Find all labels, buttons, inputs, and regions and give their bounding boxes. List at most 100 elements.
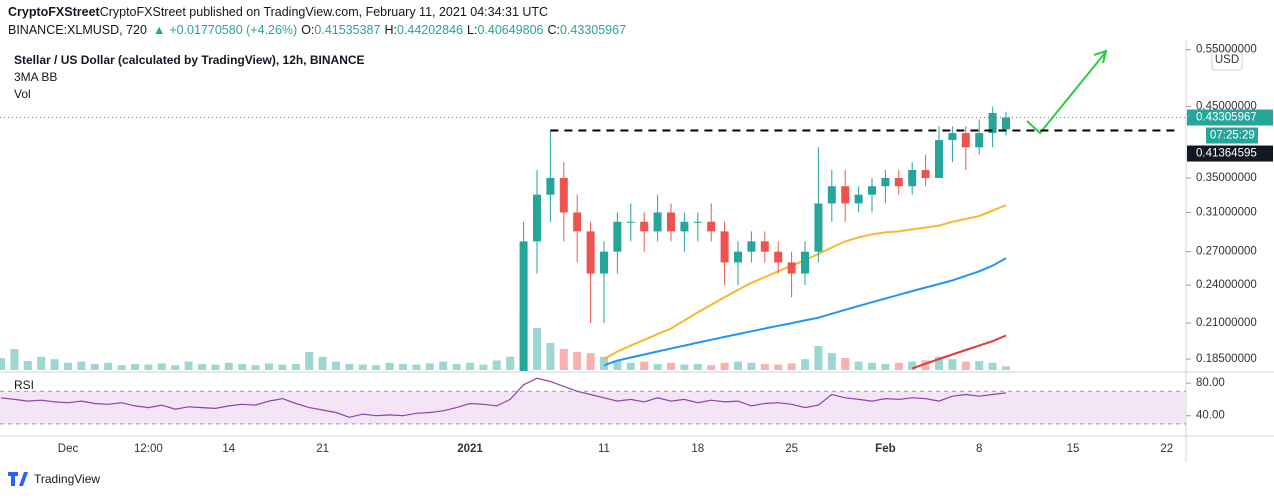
level-box <box>1187 145 1273 162</box>
x-tick-label: 25 <box>785 443 798 455</box>
candle-body <box>935 140 943 178</box>
candle-body <box>787 262 796 274</box>
volume-bar <box>332 361 340 370</box>
currency[interactable]: USD <box>1215 54 1239 66</box>
volume-bar <box>358 364 367 370</box>
volume-bar <box>198 364 206 370</box>
volume-bar <box>975 361 984 370</box>
volume-bar <box>157 363 166 370</box>
candle-body <box>948 133 957 141</box>
candle-body <box>586 231 595 274</box>
volume-bar <box>412 364 421 370</box>
footer-logo <box>8 472 28 486</box>
volume-bar <box>238 364 247 370</box>
candle-body <box>747 241 756 252</box>
volume-bar <box>479 364 488 370</box>
published: CryptoFXStreet published on TradingView.… <box>100 5 548 19</box>
volume-bar <box>184 361 193 370</box>
volume-bar <box>961 361 970 370</box>
y-tick-label: 0.31000000 <box>1196 206 1257 218</box>
volume-bar <box>935 356 943 370</box>
rsi-line <box>0 377 1007 418</box>
volume-bar <box>278 364 287 370</box>
volume-bar <box>452 364 461 370</box>
volume-bar <box>533 328 541 370</box>
volume-bar <box>251 365 260 370</box>
volume-bar <box>546 343 555 370</box>
volume-bar <box>0 358 5 370</box>
candle-body <box>720 231 729 263</box>
candle-body <box>519 241 528 371</box>
annotation-arrow <box>1026 52 1106 135</box>
volume-bar <box>399 364 407 370</box>
volume-bar <box>787 363 796 370</box>
volume-bar <box>693 364 702 370</box>
candle-body <box>707 221 716 232</box>
volume-bar <box>827 353 836 370</box>
volume-bar <box>626 362 635 370</box>
candle-body <box>854 194 863 204</box>
volume-bar <box>117 365 126 370</box>
volume-bar <box>64 362 72 370</box>
x-tick-label: Dec <box>58 443 79 455</box>
candle-body <box>975 133 984 148</box>
volume-bar <box>211 364 220 370</box>
volume-bar <box>707 365 716 370</box>
ohlc-label: L: <box>467 23 477 37</box>
indicator-label: Vol <box>14 87 31 101</box>
volume-bar <box>841 358 850 370</box>
volume-bar <box>131 364 139 370</box>
indicator-label: 3MA BB <box>14 70 57 84</box>
x-tick-label: 8 <box>976 443 982 455</box>
author: CryptoFXStreet <box>8 5 101 19</box>
volume-bar <box>372 365 381 370</box>
candle-body <box>533 194 541 242</box>
volume-bar <box>921 360 930 370</box>
volume-bar <box>881 364 890 370</box>
change-icon: ▲ <box>153 23 165 37</box>
volume-bar <box>506 356 515 370</box>
rsi-title: RSI <box>14 378 34 392</box>
candle-body <box>894 177 903 187</box>
rsi-band <box>0 391 1186 424</box>
symbol: BINANCE:XLMUSD, 720 <box>8 23 147 37</box>
candle-body <box>1002 117 1010 130</box>
footer-brand: TradingView <box>34 472 100 486</box>
volume-bar <box>734 361 742 370</box>
candle-body <box>667 212 675 232</box>
y-tick-label: 0.18500000 <box>1196 353 1257 365</box>
volume-bar <box>613 361 622 370</box>
moving-average <box>911 334 1007 370</box>
volume-bar <box>680 364 689 370</box>
y-tick-label: 0.24000000 <box>1196 279 1257 291</box>
volume-bar <box>868 362 876 370</box>
annotation-arrowhead <box>1093 49 1108 64</box>
candle-body <box>988 113 997 134</box>
y-tick-label: 0.55000000 <box>1196 44 1257 56</box>
currency-button[interactable] <box>1211 49 1243 71</box>
ohlc-label: O: <box>301 23 314 37</box>
candle-body <box>573 212 582 232</box>
candle-body <box>626 221 635 223</box>
candle-body <box>734 251 742 263</box>
volume-bar <box>439 361 448 370</box>
volume-bar <box>305 352 314 370</box>
volume-bar <box>104 362 113 370</box>
volume-bar <box>385 362 394 370</box>
candle-body <box>841 186 850 204</box>
volume-bar <box>814 346 823 370</box>
x-tick-label: 2021 <box>457 443 483 455</box>
header-line: CryptoFXStreetCryptoFXStreet published o… <box>8 5 548 19</box>
ohlc-value: 0.43305967 <box>560 23 626 37</box>
x-tick-label: 21 <box>316 443 329 455</box>
volume-bar <box>345 364 354 370</box>
volume-bar <box>37 356 46 370</box>
candle-body <box>680 221 689 232</box>
x-tick-label: 14 <box>222 443 235 455</box>
y-tick-label: 0.27000000 <box>1196 246 1257 258</box>
volume-bar <box>747 362 756 370</box>
volume-bar <box>667 362 675 370</box>
candle-body <box>760 241 769 252</box>
candle-body <box>653 212 662 232</box>
